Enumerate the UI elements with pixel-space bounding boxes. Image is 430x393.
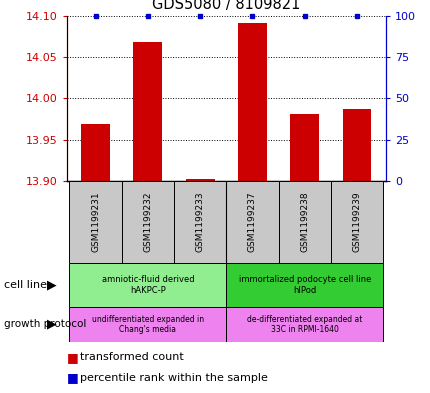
Bar <box>133 42 162 181</box>
Text: GSM1199238: GSM1199238 <box>300 192 308 252</box>
Text: GSM1199237: GSM1199237 <box>247 192 256 252</box>
Bar <box>185 179 214 181</box>
Text: GSM1199233: GSM1199233 <box>195 192 204 252</box>
Bar <box>226 307 382 342</box>
Bar <box>69 181 121 263</box>
Text: ▶: ▶ <box>47 318 56 331</box>
Bar <box>81 124 110 181</box>
Bar <box>342 109 371 181</box>
Text: growth protocol: growth protocol <box>4 319 86 329</box>
Title: GDS5080 / 8109821: GDS5080 / 8109821 <box>152 0 300 12</box>
Bar <box>69 307 226 342</box>
Bar <box>121 181 174 263</box>
Text: GSM1199231: GSM1199231 <box>91 192 100 252</box>
Text: ■: ■ <box>67 371 78 384</box>
Text: immortalized podocyte cell line
hIPod: immortalized podocyte cell line hIPod <box>238 275 370 295</box>
Text: GSM1199239: GSM1199239 <box>352 192 361 252</box>
Text: transformed count: transformed count <box>80 352 183 362</box>
Bar <box>226 263 382 307</box>
Text: undifferentiated expanded in
Chang's media: undifferentiated expanded in Chang's med… <box>92 314 203 334</box>
Text: GSM1199232: GSM1199232 <box>143 192 152 252</box>
Text: ■: ■ <box>67 351 78 364</box>
Bar <box>330 181 382 263</box>
Bar <box>226 181 278 263</box>
Bar <box>69 263 226 307</box>
Text: ▶: ▶ <box>47 278 56 292</box>
Bar <box>174 181 226 263</box>
Text: cell line: cell line <box>4 280 47 290</box>
Bar <box>237 23 266 181</box>
Bar <box>290 114 318 181</box>
Bar <box>278 181 330 263</box>
Text: de-differentiated expanded at
33C in RPMI-1640: de-differentiated expanded at 33C in RPM… <box>246 314 362 334</box>
Text: amniotic-fluid derived
hAKPC-P: amniotic-fluid derived hAKPC-P <box>101 275 194 295</box>
Text: percentile rank within the sample: percentile rank within the sample <box>80 373 267 383</box>
